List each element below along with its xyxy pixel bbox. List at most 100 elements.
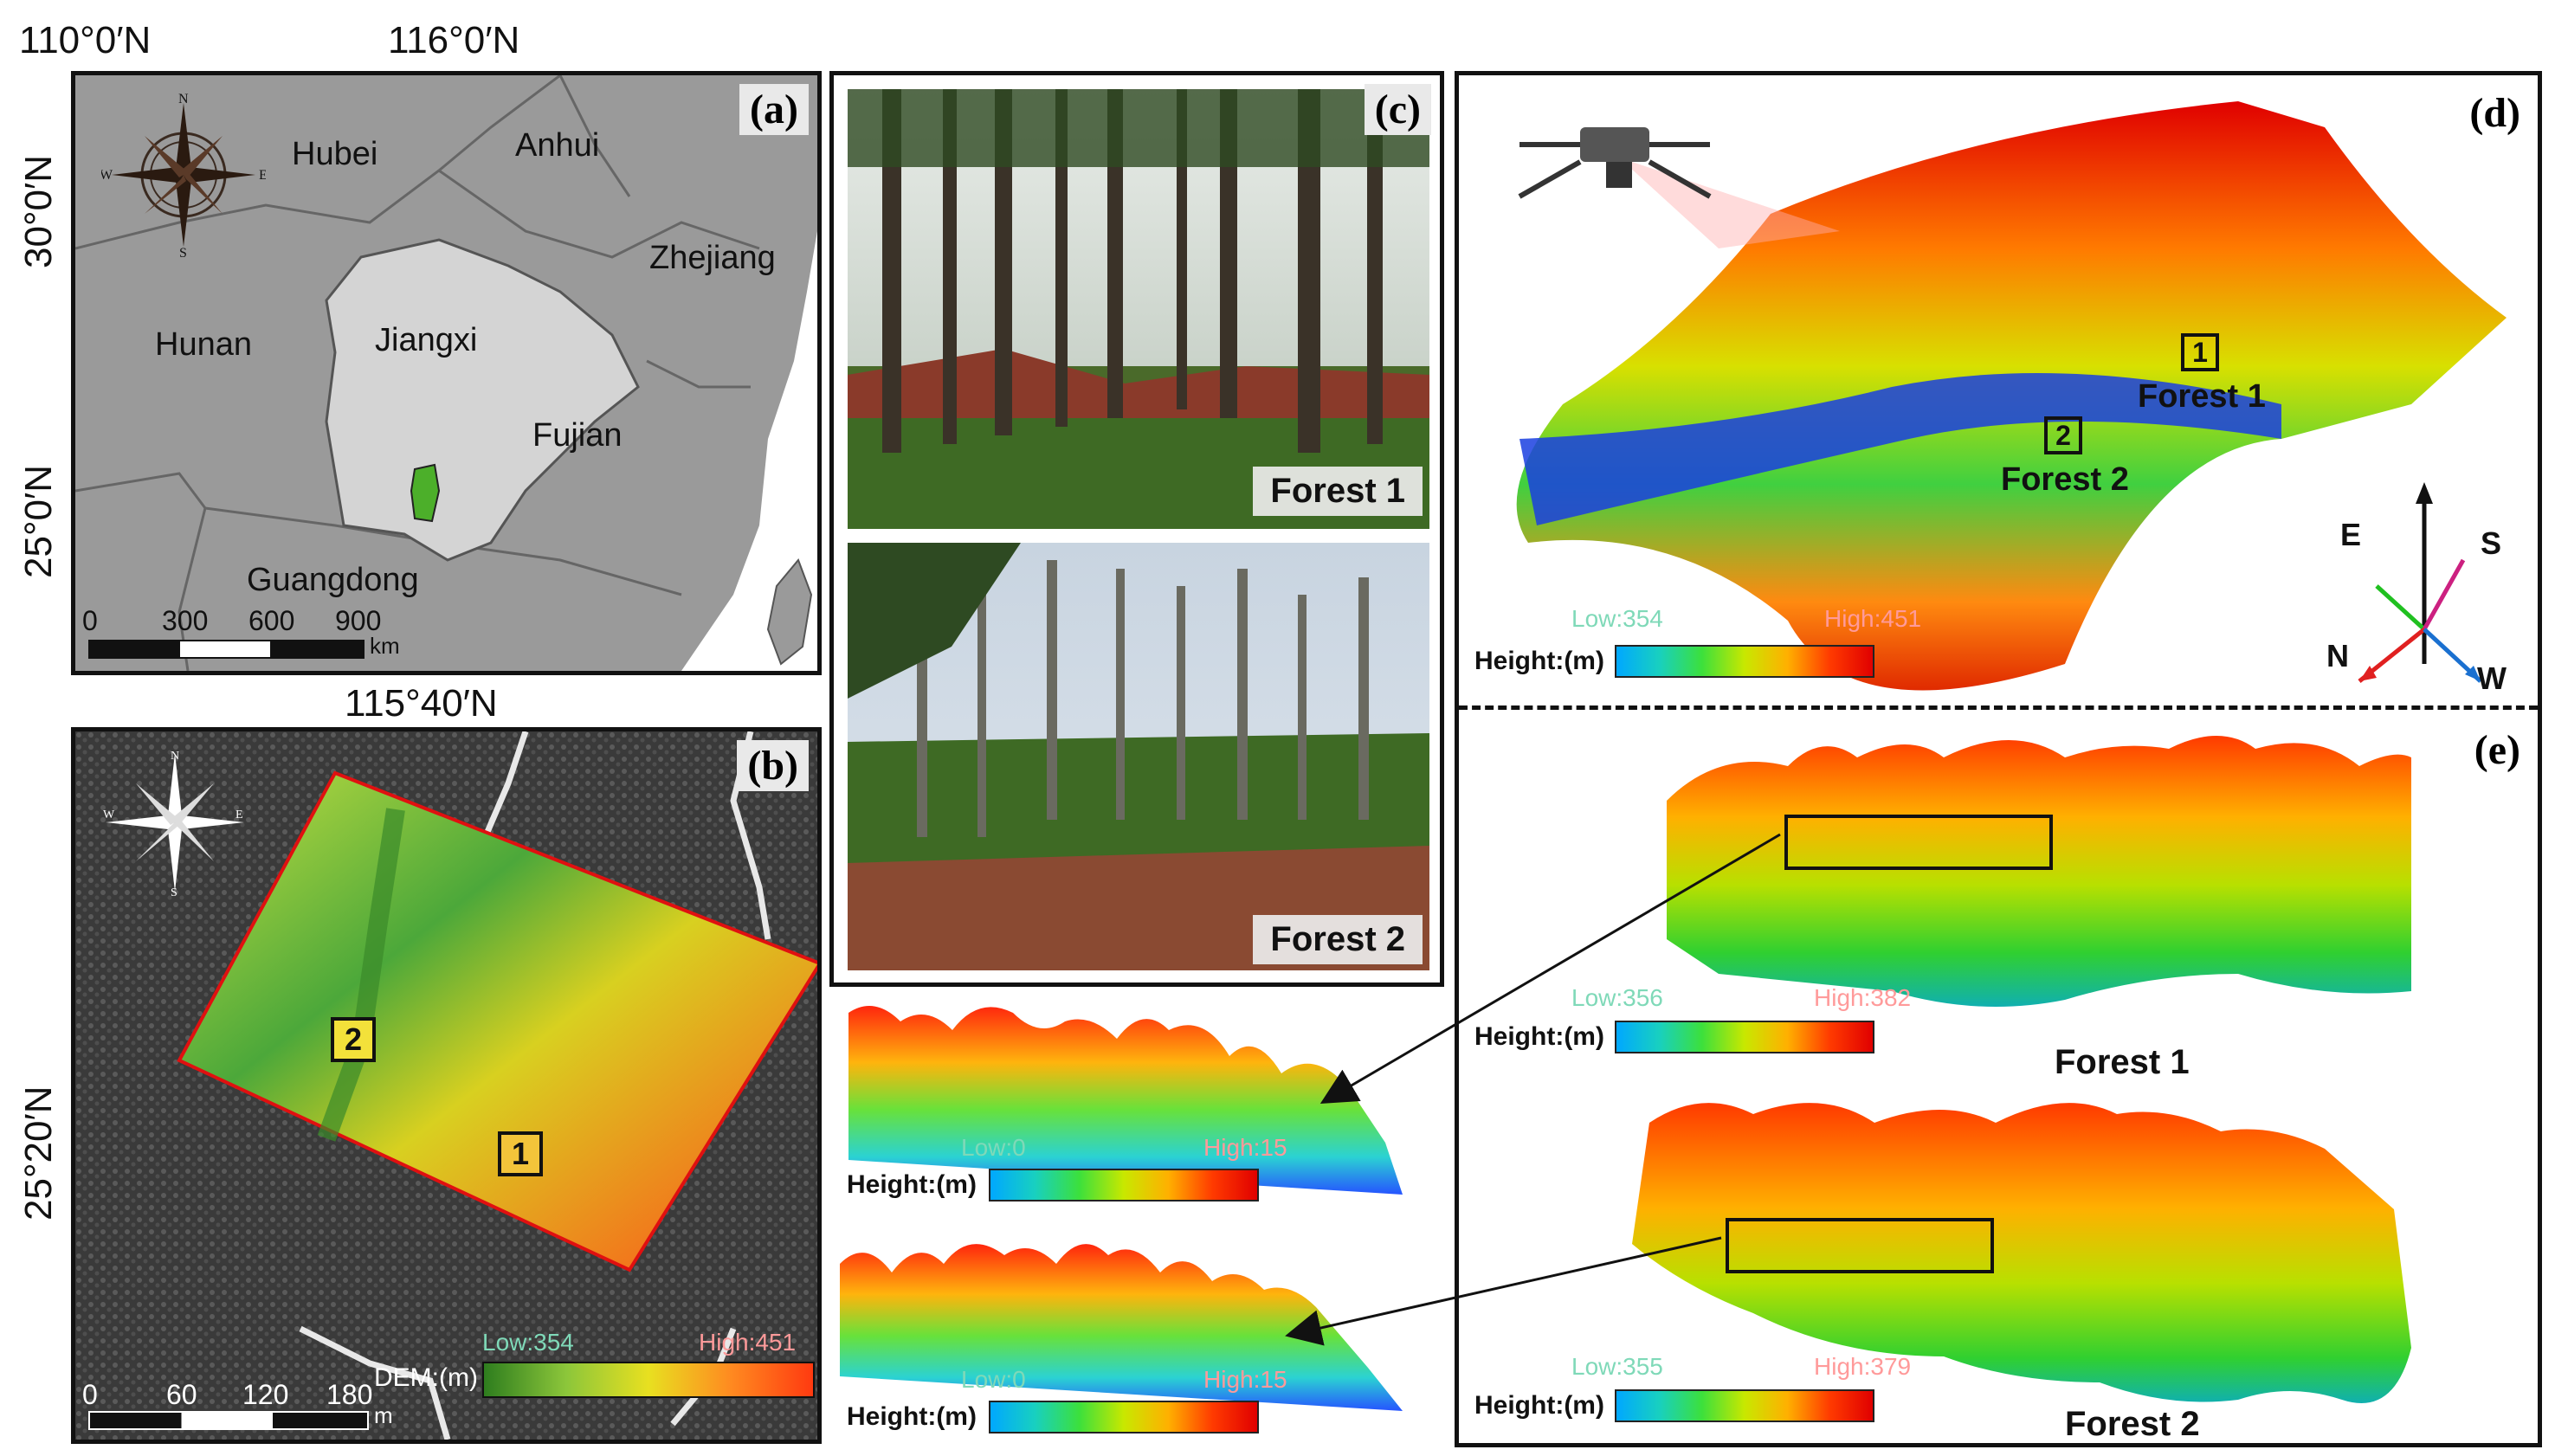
forest-1-profile-box <box>1784 815 2053 870</box>
forest-1-point-cloud <box>1667 736 2411 1007</box>
border-line <box>558 75 631 197</box>
forest-1-photo <box>848 89 1429 529</box>
scale-tick-label: 600 <box>248 605 295 636</box>
panel-label-a: (a) <box>739 84 809 135</box>
forest-2-profile <box>840 1244 1403 1411</box>
compass-rose-icon: N S E W <box>101 93 266 257</box>
svg-text:N: N <box>171 750 179 763</box>
profile-2-legend-title: Height:(m) <box>847 1402 977 1431</box>
longitude-label-110: 110°0′N <box>19 19 152 61</box>
panel-label-c: (c) <box>1364 84 1431 135</box>
svg-text:E: E <box>235 809 243 821</box>
study-high-label: High:451 <box>1824 605 1922 632</box>
drone-icon <box>1518 127 1712 199</box>
axis-label-w: W <box>2477 660 2507 696</box>
scale-unit: km <box>370 633 400 659</box>
svg-text:S: S <box>171 886 177 896</box>
scale-tick-label: 0 <box>82 1379 98 1410</box>
province-label-jiangxi: Jiangxi <box>375 322 478 358</box>
panel-label-e: (e) <box>2474 727 2520 773</box>
forest-2-high-label: High:379 <box>1814 1353 1912 1380</box>
study-low-label: Low:354 <box>1571 605 1663 632</box>
dem-low-label: Low:354 <box>482 1329 574 1356</box>
border-line <box>438 169 760 259</box>
scale-bar <box>88 1411 369 1430</box>
forest-2-point-cloud <box>1632 1103 2411 1403</box>
dem-color-bar <box>482 1362 815 1398</box>
dem-high-label: High:451 <box>699 1329 797 1356</box>
province-label-anhui: Anhui <box>515 127 600 164</box>
panel-a-location-map: (a) N S E W Hubei Anhui Zhejiang Hunan J… <box>71 71 822 675</box>
forest-1-low-label: Low:356 <box>1571 984 1663 1011</box>
panel-separator <box>1459 705 2538 710</box>
scale-unit: m <box>374 1402 393 1428</box>
latitude-label-25: 25°0′N <box>17 464 60 578</box>
dem-legend-title: DEM:(m) <box>374 1363 478 1392</box>
province-label-hunan: Hunan <box>155 326 252 363</box>
profile-1-color-bar <box>989 1169 1259 1202</box>
forest-2-caption: Forest 2 <box>2065 1405 2200 1443</box>
svg-text:N: N <box>178 93 189 106</box>
forest-1-profile <box>848 1006 1403 1195</box>
plot-marker-1: 1 <box>498 1131 543 1176</box>
panel-c-field-photos: Forest 1 Forest 2 (c) <box>829 71 1444 987</box>
compass-star-icon: N S E W <box>103 750 244 896</box>
study-area-marker <box>410 463 441 523</box>
photo-caption-forest-1: Forest 1 <box>1253 467 1423 516</box>
border-line <box>646 359 751 389</box>
province-label-guangdong: Guangdong <box>247 562 419 598</box>
panel-label-b: (b) <box>737 740 809 791</box>
axis-label-s: S <box>2481 525 2502 561</box>
orientation-axes-icon <box>2358 482 2482 683</box>
profile-2-color-bar <box>989 1401 1259 1433</box>
forest-1-caption: Forest 1 <box>2055 1043 2190 1081</box>
forest-2-photo <box>848 543 1429 970</box>
profile-1-high-label: High:15 <box>1203 1134 1287 1161</box>
scale-tick-label: 0 <box>82 605 98 636</box>
plot-marker-2: 2 <box>331 1017 376 1062</box>
orthophoto-background <box>75 731 817 1440</box>
forest-2-color-bar <box>1615 1389 1874 1422</box>
province-label-fujian: Fujian <box>532 417 623 454</box>
plot-marker-2: 2 <box>2044 416 2082 454</box>
china-province-map <box>75 75 817 671</box>
panel-label-d: (d) <box>2469 90 2520 136</box>
longitude-label-115-40: 115°40′N <box>345 682 498 725</box>
latitude-label-25-20: 25°20′N <box>17 1086 60 1221</box>
profile-2-low-label: Low:0 <box>961 1366 1026 1393</box>
axis-label-e: E <box>2340 517 2362 552</box>
forest-2-profile-box <box>1726 1218 1994 1273</box>
forest-1-legend-title: Height:(m) <box>1474 1022 1604 1051</box>
forest-2-legend-title: Height:(m) <box>1474 1391 1604 1420</box>
profile-1-legend-title: Height:(m) <box>847 1170 977 1199</box>
panel-b-dem-map: (b) N S E W 2 1 Low:354 High:451 DEM:(m)… <box>71 727 822 1444</box>
forest-2-label: Forest 2 <box>2001 461 2129 498</box>
svg-text:S: S <box>179 246 187 257</box>
latitude-label-30: 30°0′N <box>17 154 60 268</box>
forest-2-low-label: Low:355 <box>1571 1353 1663 1380</box>
province-label-zhejiang: Zhejiang <box>649 240 776 276</box>
taiwan-island <box>766 558 813 666</box>
jiangxi-province <box>325 238 640 562</box>
svg-text:W: W <box>103 809 115 821</box>
scale-tick-label: 300 <box>162 605 209 636</box>
profile-2-high-label: High:15 <box>1203 1366 1287 1393</box>
forest-1-color-bar <box>1615 1021 1874 1053</box>
study-legend-title: Height:(m) <box>1474 647 1604 675</box>
svg-text:W: W <box>101 168 113 183</box>
border-line <box>75 75 561 250</box>
scale-tick-label: 900 <box>335 605 382 636</box>
forest-1-high-label: High:382 <box>1814 984 1912 1011</box>
profile-1-low-label: Low:0 <box>961 1134 1026 1161</box>
scale-tick-label: 180 <box>326 1379 373 1410</box>
plot-marker-1: 1 <box>2181 333 2219 371</box>
study-color-bar <box>1615 645 1874 678</box>
longitude-label-116: 116°0′N <box>388 19 520 61</box>
axis-label-n: N <box>2326 638 2349 673</box>
photo-caption-forest-2: Forest 2 <box>1253 915 1423 964</box>
dem-area <box>177 770 817 1272</box>
forest-1-label: Forest 1 <box>2138 378 2266 415</box>
border-line <box>75 472 207 509</box>
panel-d-e-point-clouds: (d) 1 Forest 1 2 Forest 2 E S N W Low:35… <box>1455 71 2542 1447</box>
scale-bar <box>88 640 365 659</box>
